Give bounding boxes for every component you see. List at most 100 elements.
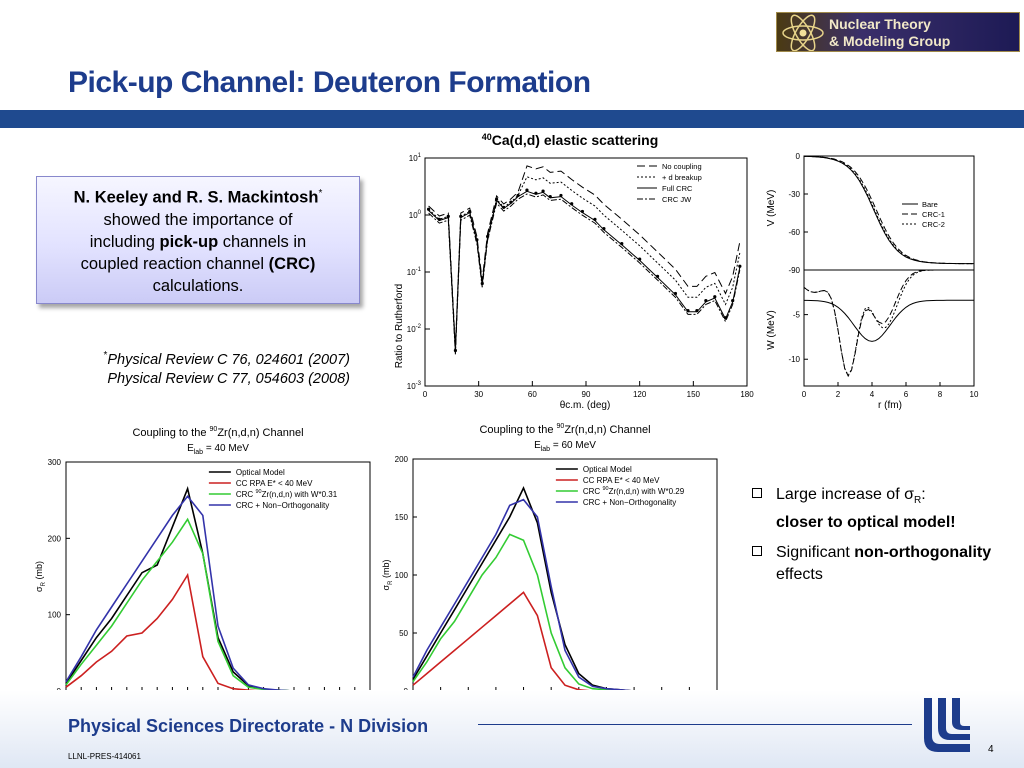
chart0-ytick-label: 10-2 xyxy=(407,324,422,334)
chart2-xtick-label: 2 xyxy=(836,390,841,399)
chart1-bare-line xyxy=(803,155,974,265)
chart0-ytick-label: 10-1 xyxy=(407,267,422,277)
chart3-series-line xyxy=(65,517,370,692)
chart0-data-point xyxy=(570,202,574,206)
bullet-item: Large increase of σR: closer to optical … xyxy=(752,484,1014,534)
chart0-data-point xyxy=(655,274,660,278)
chart0-data-point xyxy=(534,191,538,195)
chart3-series-line xyxy=(65,486,370,692)
reference-mark: * xyxy=(103,350,108,361)
chart0-legend-label: + d breakup xyxy=(662,173,702,182)
bullet-2-text: Significant xyxy=(776,544,855,562)
chart4-subtitle: Elab = 60 MeV xyxy=(534,440,596,453)
chart0-data-point xyxy=(673,291,678,296)
llnl-logo xyxy=(924,698,970,752)
reference-2: Physical Review C 77, 054603 (2008) xyxy=(107,370,350,387)
logo-line-2: & Modeling Group xyxy=(829,33,951,49)
chart0-no-coupling-line xyxy=(428,165,741,348)
callout-line-2a: including xyxy=(89,232,160,251)
chart0-ytick-label: 100 xyxy=(409,210,422,220)
chart3-legend-label: CC RPA E* < 40 MeV xyxy=(236,479,313,488)
callout-authors-mark: * xyxy=(318,188,323,199)
chart1-ytick-label: -60 xyxy=(788,228,800,237)
chart0-data-point xyxy=(580,209,585,214)
bullet-2-tail: effects xyxy=(776,566,823,584)
chart0-crc-jw-line xyxy=(428,193,741,355)
chart1-legend-label: CRC-2 xyxy=(922,220,945,229)
chart0-data-point xyxy=(620,241,624,246)
chart3-title: Coupling to the 90Zr(n,d,n) Channel xyxy=(132,426,303,439)
chart1-legend-label: Bare xyxy=(922,200,938,209)
chart0-data-point xyxy=(453,348,458,353)
chart1-ylabel: V (MeV) xyxy=(766,190,777,227)
slide-title: Pick-up Channel: Deuteron Formation xyxy=(68,66,591,99)
chart3-legend-label: CRC + Non−Orthogonality xyxy=(236,501,329,510)
chart0-data-point xyxy=(426,207,431,211)
bullet-1-text: Large increase of σ xyxy=(776,486,914,503)
chart2-ylabel: W (MeV) xyxy=(766,310,777,349)
chart1-ytick-label: -90 xyxy=(788,266,800,275)
chart2-xtick-label: 8 xyxy=(938,390,943,399)
references: *Physical Review C 76, 024601 (2007) Phy… xyxy=(30,346,350,389)
partial-wave-60mev-chart: Coupling to the 90Zr(n,d,n) Channel Elab … xyxy=(381,423,722,710)
chart4-ytick-label: 100 xyxy=(395,571,409,580)
callout-line-3b: (CRC) xyxy=(268,254,316,273)
callout-line-4: calculations. xyxy=(152,276,244,295)
chart4-legend-label: CRC 90Zr(n,d,n) with W*0.29 xyxy=(583,486,685,496)
chart2-ytick-label: -5 xyxy=(793,311,801,320)
slide-code: LLNL-PRES-414061 xyxy=(68,752,141,761)
chart2-frame xyxy=(803,269,975,387)
footer-divider xyxy=(478,724,912,725)
chart0-data-point xyxy=(494,197,499,201)
elastic-scattering-chart: 40Ca(d,d) elastic scattering 0 30 60 90 120 1… xyxy=(394,132,754,411)
chart4-legend-label: Optical Model xyxy=(583,465,632,474)
chart4-legend-label: CC RPA E* < 40 MeV xyxy=(583,476,660,485)
callout-authors: N. Keeley and R. S. Mackintosh xyxy=(73,188,319,207)
chart0-xtick-label: 150 xyxy=(687,390,701,399)
chart3-series-line xyxy=(65,495,370,692)
chart2-xlabel: r (fm) xyxy=(878,400,902,411)
chart3-ytick-label: 200 xyxy=(48,534,62,543)
bullet-1-bold: closer to optical model! xyxy=(776,514,956,532)
chart0-data-point xyxy=(686,309,690,313)
chart0-data-point xyxy=(446,214,450,219)
chart0-ytick-label: 10-3 xyxy=(407,381,422,391)
partial-wave-40mev-chart: Coupling to the 90Zr(n,d,n) Channel Elab … xyxy=(34,426,375,710)
chart0-data-point xyxy=(704,298,708,303)
chart0-xlabel: θc.m. (deg) xyxy=(560,400,611,411)
chart0-data-point xyxy=(731,298,735,303)
chart0-data-point xyxy=(516,193,520,198)
footer xyxy=(0,690,1024,768)
chart0-data-point xyxy=(593,217,597,221)
chart0-legend-label: No coupling xyxy=(662,162,702,171)
callout-line-1: showed the importance of xyxy=(103,210,293,229)
bullet-item: Significant non-orthogonality effects xyxy=(752,542,1014,586)
chart0-data-point xyxy=(602,226,606,231)
chart0-ytick-label: 101 xyxy=(409,153,422,163)
chart2-ytick-label: -10 xyxy=(788,355,800,364)
logo-line-1: Nuclear Theory xyxy=(829,16,931,32)
chart1-crc1-line xyxy=(803,155,974,265)
chart0-data-point xyxy=(459,214,463,219)
chart4-ylabel: σR (mb) xyxy=(381,560,394,591)
chart4-series-line xyxy=(412,533,717,692)
chart0-data-point xyxy=(437,217,441,221)
chart3-ytick-label: 300 xyxy=(48,458,62,467)
chart3-ytick-label: 100 xyxy=(48,611,62,620)
chart0-xtick-label: 60 xyxy=(528,390,537,399)
chart0-title: Ca(d,d) elastic scattering xyxy=(492,132,659,148)
chart0-breakup-line xyxy=(428,176,741,351)
chart0-frame xyxy=(424,157,748,387)
chart0-data-point xyxy=(548,195,552,199)
chart0-xtick-label: 120 xyxy=(633,390,647,399)
chart0-data-point xyxy=(486,234,490,239)
chart0-xtick-label: 0 xyxy=(423,390,428,399)
callout-line-3a: coupled reaction channel xyxy=(80,254,269,273)
chart0-data-point xyxy=(723,316,728,320)
chart0-data-point xyxy=(480,281,484,286)
chart0-data-point xyxy=(475,238,479,242)
chart2-xtick-label: 6 xyxy=(904,390,909,399)
chart0-data-point xyxy=(695,309,699,313)
chart0-data-point xyxy=(468,209,472,214)
